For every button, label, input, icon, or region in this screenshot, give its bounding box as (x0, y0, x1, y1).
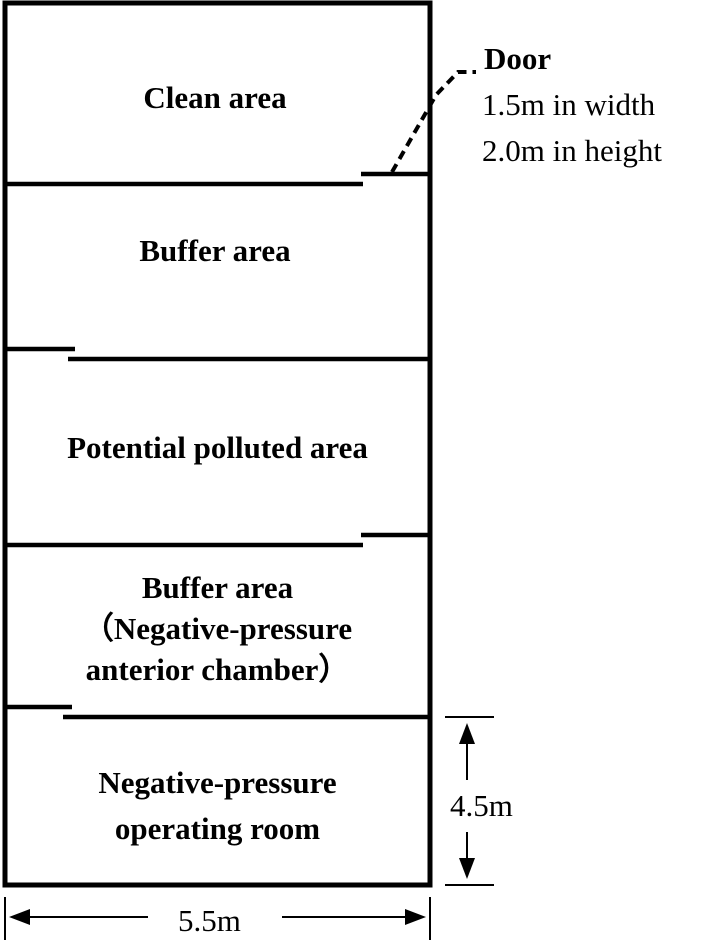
room-label-line: operating room (114, 811, 321, 846)
room-label-buffer-area: Buffer area (30, 232, 400, 270)
room-label-line: Potential polluted area (67, 430, 368, 465)
room-label-line: Buffer area (141, 570, 294, 605)
room-label-line: （Negative-pressure (82, 611, 353, 646)
room-label-potential-polluted-area: Potential polluted area (10, 429, 425, 467)
height-dim-arrow-down (459, 858, 475, 879)
room-label-line: Negative-pressure (98, 765, 337, 800)
width-dim-arrow-right (405, 909, 426, 925)
height-dimension-label: 4.5m (448, 788, 515, 823)
height-dim-arrow-up (459, 723, 475, 744)
room-label-line: Buffer area (139, 233, 291, 268)
room-label-negative-pressure-anterior-chamber: Buffer area （Negative-pressure anterior … (15, 567, 420, 690)
room-label-line: Clean area (143, 80, 287, 115)
width-dimension-label: 5.5m (178, 903, 241, 938)
door-height-note: 2.0m in height (482, 133, 662, 168)
room-label-clean-area: Clean area (30, 79, 400, 117)
room-label-line: anterior chamber） (85, 652, 350, 687)
door-width-note: 1.5m in width (482, 87, 656, 122)
room-label-negative-pressure-operating-room: Negative-pressure operating room (15, 760, 420, 852)
door-title-label: Door (484, 41, 552, 76)
outer-wall (2, 0, 433, 888)
door-leader-line (390, 70, 476, 173)
width-dim-arrow-left (9, 909, 30, 925)
